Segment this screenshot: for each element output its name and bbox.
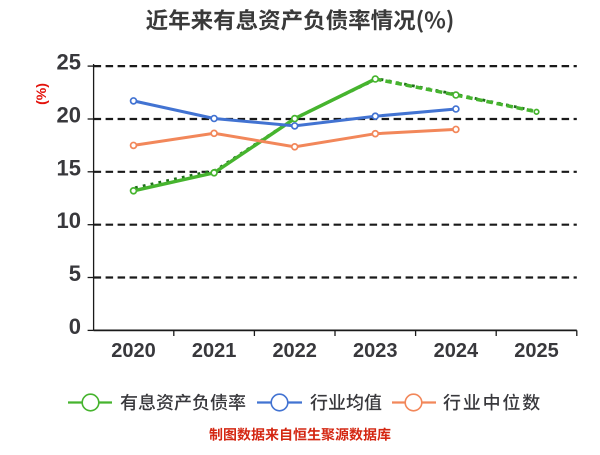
svg-text:2022: 2022 xyxy=(272,340,317,362)
svg-text:20: 20 xyxy=(57,103,81,128)
svg-text:2020: 2020 xyxy=(111,340,156,362)
svg-text:2023: 2023 xyxy=(353,340,398,362)
svg-text:10: 10 xyxy=(57,208,81,233)
svg-text:(%): (%) xyxy=(33,83,49,105)
svg-text:15: 15 xyxy=(57,155,81,180)
svg-text:2024: 2024 xyxy=(434,340,479,362)
svg-text:2025: 2025 xyxy=(514,340,559,362)
svg-text:0: 0 xyxy=(69,314,81,339)
svg-text:5: 5 xyxy=(69,261,81,286)
svg-text:25: 25 xyxy=(57,50,81,75)
svg-text:2021: 2021 xyxy=(192,340,237,362)
